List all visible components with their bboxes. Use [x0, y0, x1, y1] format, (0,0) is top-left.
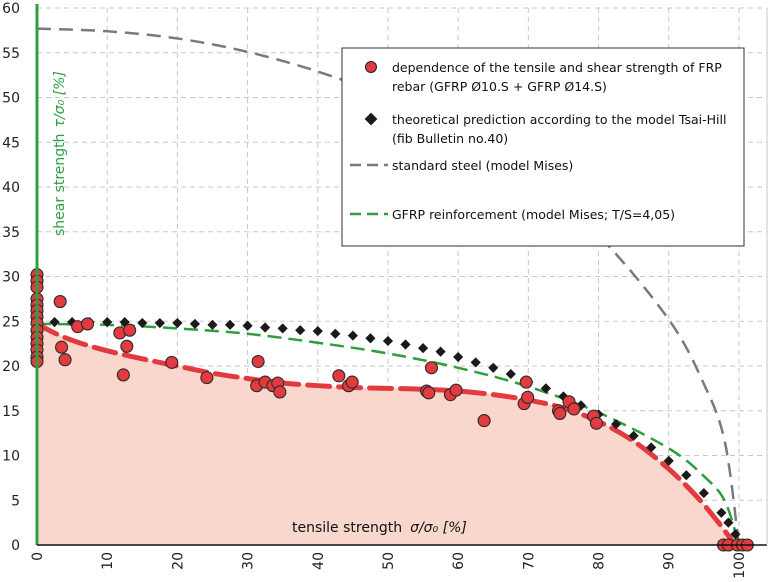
theory-point-12: [242, 320, 253, 331]
y-tick-label-8: 40: [2, 180, 20, 196]
y-tick-label-0: 0: [11, 538, 20, 554]
measured-point-20: [116, 368, 130, 382]
measured-point-41: [519, 375, 533, 389]
theory-point-24: [453, 351, 464, 363]
legend-label-theory-line2: (fib Bulletin no.40): [392, 131, 508, 146]
measured-point-26: [251, 354, 265, 369]
theory-point-39: [716, 507, 727, 518]
measured-point-42: [521, 390, 535, 404]
legend-label-theory-line1: theoretical prediction according to the …: [392, 112, 726, 127]
theory-point-38: [698, 487, 709, 499]
theory-point-4: [102, 317, 113, 328]
measured-point-39: [477, 414, 491, 428]
x-tick-label-0: 0: [30, 552, 46, 561]
legend: dependence of the tensile and shear stre…: [341, 47, 745, 247]
theory-point-27: [505, 368, 516, 380]
x-tick-label-2: 20: [170, 552, 186, 570]
measured-point-21: [120, 339, 134, 353]
theory-point-13: [260, 322, 271, 333]
theory-point-14: [277, 323, 288, 334]
y-axis-title: shear strengthτ/σ₀ [%]: [52, 71, 68, 236]
measured-point-38: [449, 383, 463, 397]
legend-box: [341, 47, 745, 247]
theory-point-33: [610, 419, 622, 430]
theory-point-8: [172, 317, 183, 329]
y-tick-label-11: 55: [2, 46, 20, 62]
measured-envelope-curve: [34, 321, 735, 544]
legend-label-gfrp: GFRP reinforcement (model Mises; T/S=4,0…: [392, 207, 675, 222]
measured-point-36: [424, 361, 439, 375]
theory-point-15: [295, 325, 306, 336]
theory-point-35: [646, 442, 657, 453]
theory-point-20: [382, 335, 394, 347]
y-tick-label-10: 50: [2, 91, 20, 107]
y-tick-label-6: 30: [2, 270, 20, 286]
measured-point-22: [123, 323, 137, 337]
x-tick-label-4: 40: [311, 552, 327, 570]
y-tick-label-1: 5: [11, 493, 20, 509]
theory-point-11: [224, 319, 236, 330]
x-tick-label-6: 60: [451, 552, 467, 570]
theory-point-1: [49, 317, 60, 328]
x-tick-label-9: 90: [662, 552, 678, 570]
theory-point-29: [540, 383, 551, 394]
theory-point-41: [730, 529, 741, 540]
x-tick-label-10: 100: [732, 552, 748, 579]
measured-point-48: [589, 416, 603, 430]
theory-point-22: [417, 343, 429, 354]
theory-point-37: [681, 470, 692, 481]
legend-label-steel: standard steel (model Mises): [392, 158, 573, 173]
theory-point-25: [470, 357, 481, 368]
y-tick-label-12: 60: [2, 1, 20, 17]
measured-point-30: [273, 385, 287, 399]
theory-point-16: [312, 326, 323, 337]
theory-point-10: [207, 319, 218, 330]
axes: [35, 4, 768, 546]
legend-label-measured-line1: dependence of the tensile and shear stre…: [392, 60, 722, 75]
x-axis-title: tensile strength σ/σ₀ [%]: [292, 520, 467, 536]
measured-point-16: [58, 353, 72, 367]
y-tick-label-7: 35: [2, 225, 20, 241]
y-tick-label-4: 20: [2, 359, 20, 375]
measured-point-35: [422, 386, 436, 400]
theory-point-19: [365, 333, 376, 344]
x-tick-label-1: 10: [100, 552, 116, 570]
x-tick-label-3: 30: [241, 552, 257, 570]
tick-labels: 0 5 10 15 20 25 30 35 40 45 50 55 60 0 10 20 30 40 50 60 70 8…: [2, 1, 748, 579]
y-tick-label-5: 25: [2, 314, 20, 330]
measured-point-46: [567, 402, 581, 416]
theory-point-21: [400, 339, 411, 350]
theory-point-40: [723, 517, 734, 528]
measured-point-24: [200, 371, 214, 385]
x-tick-label-8: 80: [592, 552, 608, 570]
x-tick-label-7: 70: [521, 552, 537, 570]
measured-point-14: [53, 295, 67, 309]
theory-point-23: [435, 346, 446, 357]
theory-point-36: [663, 455, 674, 466]
measured-point-31: [332, 369, 346, 383]
measured-point-33: [345, 375, 359, 389]
theory-point-17: [330, 328, 341, 339]
legend-marker-theory: [364, 112, 378, 126]
measured-point-23: [165, 355, 179, 369]
y-tick-label-3: 15: [2, 404, 20, 420]
measured-point-18: [80, 317, 95, 331]
theory-point-26: [488, 362, 499, 373]
y-tick-label-2: 10: [2, 449, 20, 465]
measured-point-15: [55, 340, 69, 354]
theory-point-6: [137, 317, 148, 329]
gfrp-mises-curve: [36, 322, 741, 546]
legend-marker-measured: [365, 61, 377, 73]
theory-point-9: [189, 318, 201, 330]
x-tick-label-5: 50: [381, 552, 397, 570]
legend-label-measured-line2: rebar (GFRP Ø10.S + GFRP Ø14.S): [392, 79, 607, 94]
y-tick-label-9: 45: [2, 135, 20, 151]
theory-point-18: [347, 330, 358, 341]
measured-point-44: [553, 406, 567, 420]
